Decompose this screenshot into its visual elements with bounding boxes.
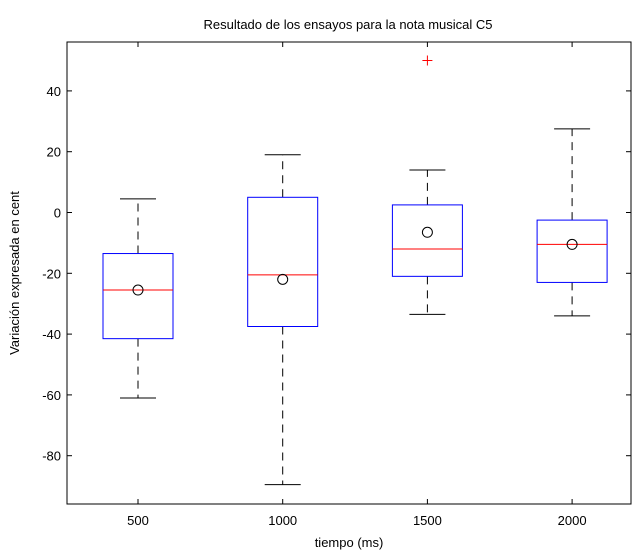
- x-tick-label: 1000: [268, 513, 297, 528]
- y-tick-label: 40: [47, 84, 61, 99]
- x-tick-label: 2000: [558, 513, 587, 528]
- y-tick-label: 0: [54, 206, 61, 221]
- boxes-layer: [102, 55, 608, 486]
- y-tick-label: -80: [42, 449, 61, 464]
- y-axis: -80 -60 -40 -20 0 20 40: [42, 84, 631, 464]
- x-tick-label: 500: [127, 513, 149, 528]
- x-axis: 500 1000 1500 2000: [127, 42, 587, 528]
- y-tick-label: -40: [42, 327, 61, 342]
- mean-marker: [566, 238, 578, 250]
- box: [536, 219, 608, 283]
- outlier-marker: [422, 55, 433, 66]
- chart-title: Resultado de los ensayos para la nota mu…: [203, 17, 492, 32]
- y-axis-label: Variación expresada en cent: [7, 191, 22, 355]
- mean-marker: [132, 284, 144, 296]
- y-tick-label: -20: [42, 266, 61, 281]
- box-group: [536, 128, 608, 317]
- x-tick-label: 1500: [413, 513, 442, 528]
- x-axis-label: tiempo (ms): [315, 535, 384, 550]
- mean-marker: [277, 273, 289, 285]
- mean-marker: [421, 226, 433, 238]
- plot-area: [66, 41, 632, 505]
- y-tick-label: -60: [42, 388, 61, 403]
- box: [102, 253, 174, 340]
- box: [247, 196, 319, 327]
- box: [391, 204, 463, 277]
- y-tick-label: 20: [47, 145, 61, 160]
- box-group: [247, 154, 319, 486]
- box-group: [391, 55, 463, 315]
- box-group: [102, 198, 174, 399]
